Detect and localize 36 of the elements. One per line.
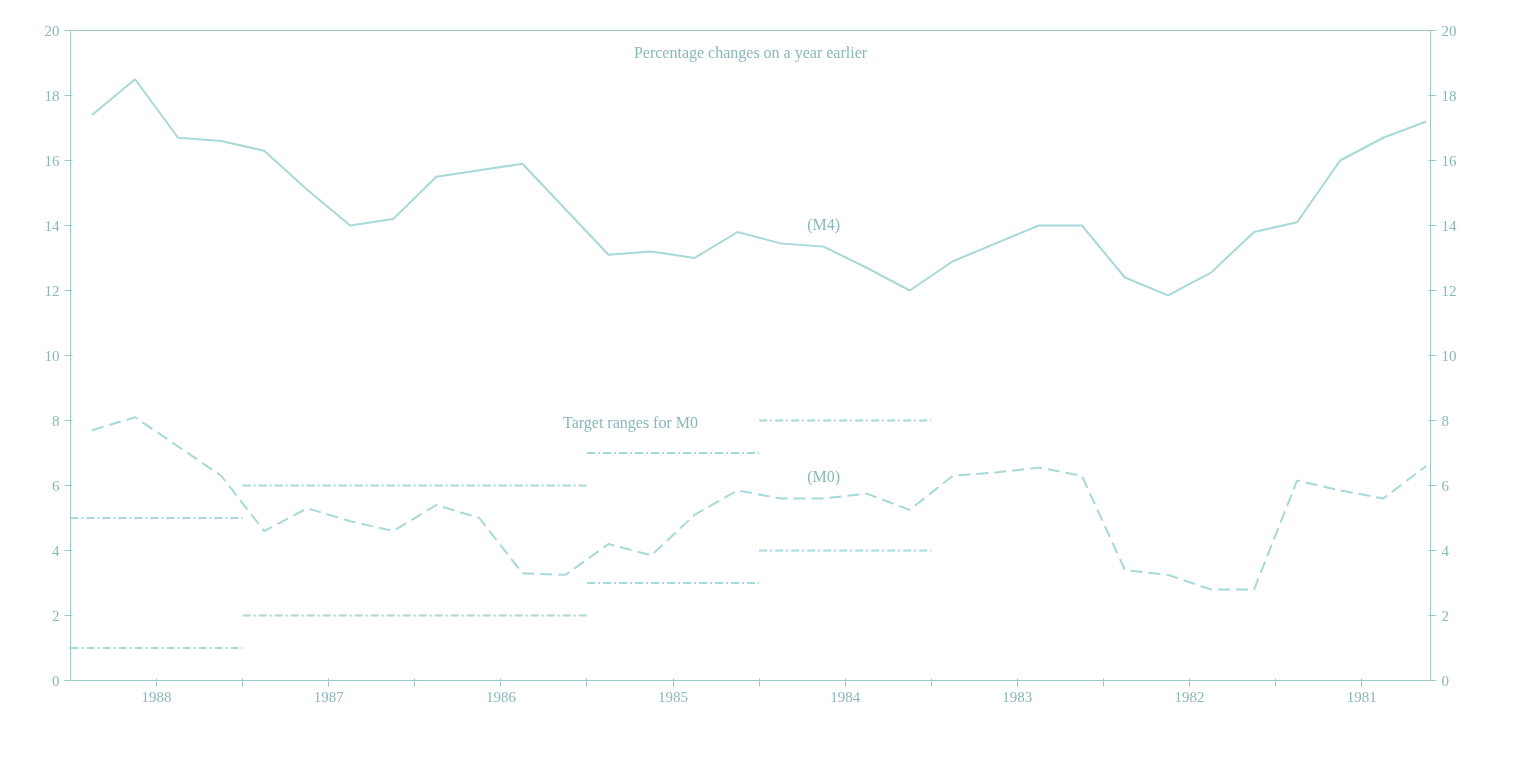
x-tick-label: 1986 bbox=[485, 688, 517, 705]
y-tick-label: 12 bbox=[44, 282, 60, 299]
y2-tick-label: 18 bbox=[1441, 87, 1457, 104]
x-tick-label: 1981 bbox=[1346, 688, 1377, 705]
y-tick-label: 4 bbox=[52, 542, 60, 559]
x-tick-label: 1988 bbox=[141, 688, 172, 705]
y2-tick-label: 2 bbox=[1441, 607, 1449, 624]
x-tick-label: 1985 bbox=[658, 688, 689, 705]
y2-tick-label: 4 bbox=[1441, 542, 1450, 559]
y2-tick-label: 14 bbox=[1441, 217, 1457, 234]
y-tick-label: 18 bbox=[44, 87, 60, 104]
series-label: (M0) bbox=[807, 467, 841, 486]
y2-tick-label: 16 bbox=[1441, 152, 1457, 169]
text: Percentage changes on a year earlier bbox=[633, 43, 868, 62]
y-tick-label: 6 bbox=[52, 477, 60, 494]
y-tick-label: 8 bbox=[52, 412, 60, 429]
y2-tick-label: 8 bbox=[1441, 412, 1449, 429]
x-tick-label: 1982 bbox=[1174, 688, 1205, 705]
x-tick-label: 1983 bbox=[1002, 688, 1033, 705]
annotation: Target ranges for M0 bbox=[563, 413, 698, 432]
line-series bbox=[91, 416, 1428, 591]
y2-tick-label: 12 bbox=[1441, 282, 1457, 299]
y-tick-label: 20 bbox=[44, 22, 60, 39]
y2-tick-label: 6 bbox=[1441, 477, 1450, 494]
y-tick-label: 10 bbox=[44, 347, 60, 364]
y-tick-label: 14 bbox=[44, 217, 60, 234]
y-tick-label: 16 bbox=[44, 152, 60, 169]
y2-tick-label: 20 bbox=[1441, 22, 1457, 39]
series-label: (M4) bbox=[807, 215, 841, 234]
x-tick-label: 1987 bbox=[313, 688, 345, 705]
y2-tick-label: 0 bbox=[1441, 672, 1449, 689]
y-tick-label: 0 bbox=[52, 672, 60, 689]
x-tick-label: 1984 bbox=[830, 688, 861, 705]
y2-tick-label: 10 bbox=[1441, 347, 1457, 364]
y-tick-label: 2 bbox=[52, 607, 60, 624]
line-series bbox=[91, 78, 1428, 297]
